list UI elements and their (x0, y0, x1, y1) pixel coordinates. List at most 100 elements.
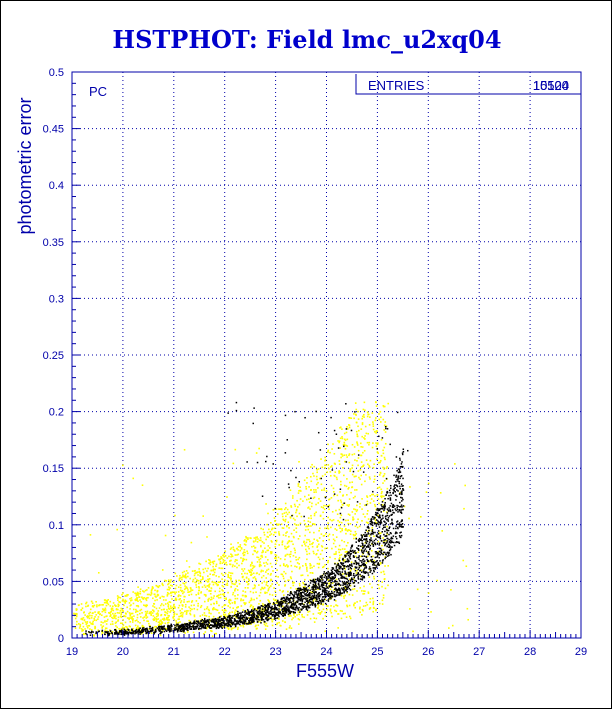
data-point (143, 619, 145, 622)
data-point (355, 574, 358, 576)
data-point (353, 585, 356, 587)
data-point (228, 621, 230, 624)
data-point (319, 527, 321, 530)
data-point (232, 627, 234, 629)
data-point (362, 544, 364, 547)
data-point (368, 529, 370, 532)
data-point (287, 602, 290, 605)
data-point (332, 592, 334, 594)
data-point (361, 555, 363, 558)
data-point (349, 589, 352, 591)
data-point (247, 587, 249, 589)
data-point (346, 551, 348, 553)
data-point (227, 613, 230, 615)
data-point (356, 509, 359, 511)
data-point (277, 576, 279, 578)
data-point (369, 571, 371, 573)
data-point (118, 633, 120, 636)
data-point (388, 552, 391, 554)
data-point (112, 605, 114, 608)
data-point (226, 557, 229, 559)
data-point (402, 485, 404, 487)
data-point (283, 594, 285, 596)
data-point (392, 523, 394, 525)
data-point (167, 602, 169, 604)
data-point (164, 614, 167, 617)
data-point (348, 426, 351, 429)
data-point (335, 570, 337, 572)
data-point (227, 575, 230, 577)
data-point (355, 421, 358, 424)
data-point (361, 417, 364, 420)
data-point (316, 562, 319, 565)
data-point (315, 483, 318, 486)
data-point (236, 620, 239, 622)
data-point (254, 614, 256, 616)
data-point (92, 606, 95, 608)
data-point (299, 589, 302, 591)
data-point (254, 625, 257, 628)
data-point (394, 508, 397, 510)
data-point (372, 610, 374, 613)
data-point (373, 516, 376, 519)
data-point (313, 523, 315, 525)
data-point (121, 609, 124, 612)
data-point (289, 612, 291, 615)
data-point (270, 528, 273, 531)
data-point (342, 595, 345, 598)
data-point (271, 615, 274, 617)
data-point (292, 554, 295, 557)
data-point (347, 574, 350, 577)
data-point (318, 597, 320, 600)
data-point (327, 595, 330, 597)
data-point (209, 627, 211, 629)
data-point (300, 594, 302, 596)
data-point (262, 615, 265, 618)
data-point (357, 410, 359, 413)
data-point (281, 608, 284, 610)
data-point (340, 594, 343, 597)
data-point (339, 530, 342, 533)
data-point (316, 593, 319, 595)
data-point (150, 632, 153, 634)
data-point (336, 580, 338, 583)
data-point (216, 623, 219, 626)
data-point (334, 574, 337, 577)
data-point (356, 526, 359, 529)
data-point (363, 416, 365, 418)
data-point (364, 567, 366, 569)
data-point (267, 611, 269, 613)
data-point (343, 444, 346, 447)
data-point (171, 591, 174, 593)
data-point (267, 545, 270, 547)
data-point (209, 620, 212, 622)
data-point (365, 567, 368, 569)
data-point (388, 546, 390, 548)
data-point (167, 607, 170, 610)
data-point (397, 511, 399, 513)
data-point (158, 626, 160, 628)
data-point (206, 570, 208, 572)
data-point (327, 579, 330, 581)
data-point (211, 630, 213, 633)
data-point (389, 497, 392, 499)
data-point (326, 582, 328, 585)
data-point (370, 539, 373, 541)
data-point (226, 616, 229, 618)
data-point (400, 500, 403, 502)
data-point (139, 609, 141, 612)
data-point (117, 599, 119, 601)
data-point (367, 555, 369, 558)
data-point (285, 628, 288, 631)
data-point (85, 632, 87, 635)
data-point (81, 607, 84, 609)
data-point (347, 573, 350, 576)
data-point (212, 607, 215, 610)
data-point (108, 612, 110, 614)
data-point (309, 543, 311, 546)
data-point (394, 532, 397, 535)
data-point (334, 528, 337, 530)
data-point (145, 597, 148, 599)
data-point (89, 634, 92, 636)
data-point (204, 614, 206, 617)
